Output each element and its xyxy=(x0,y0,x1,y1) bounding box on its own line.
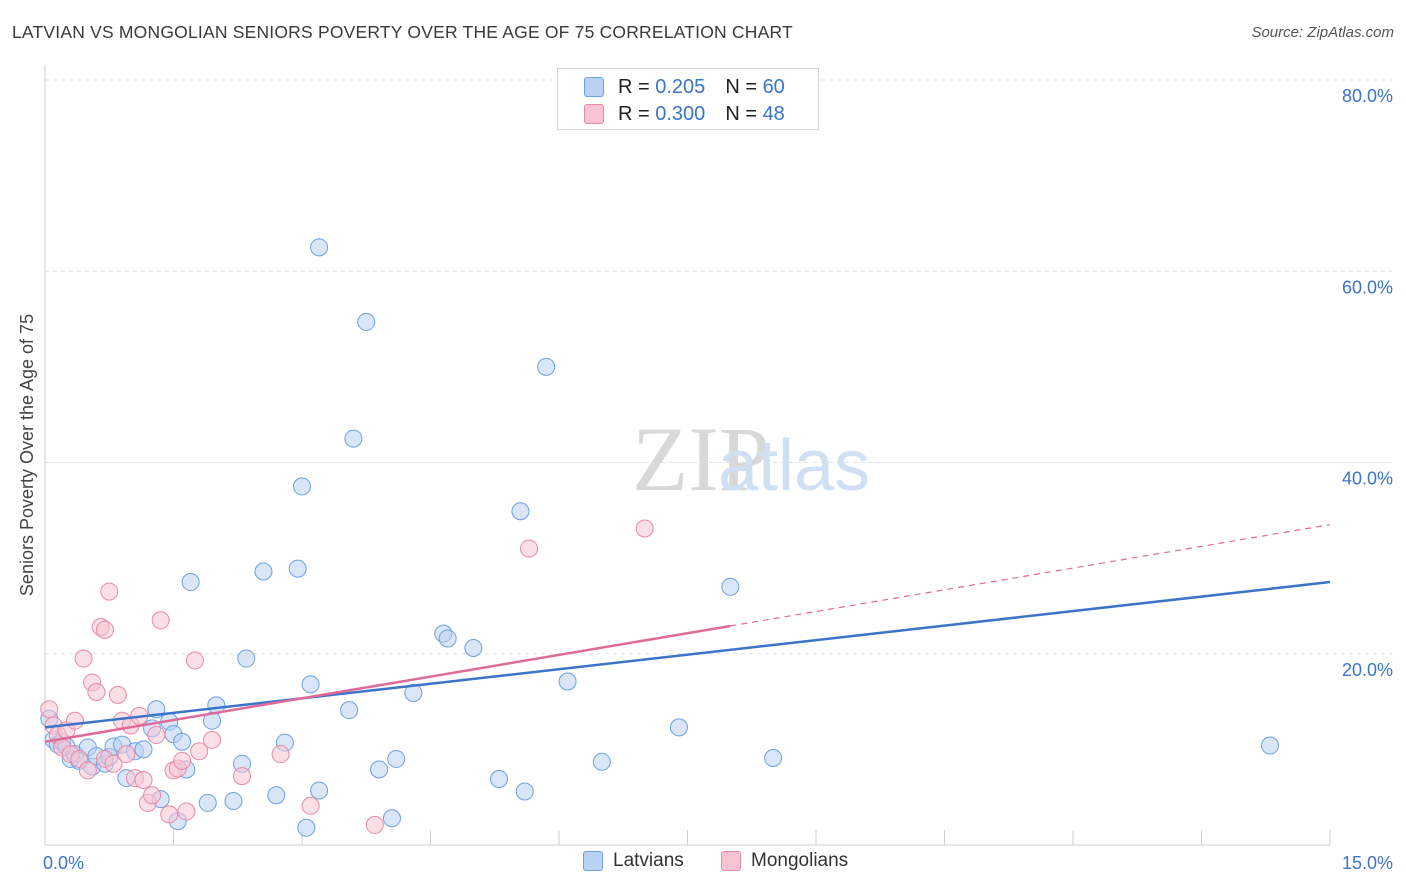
point-latvians xyxy=(490,770,509,789)
y-tick-label: 40.0% xyxy=(1342,469,1393,489)
point-latvians xyxy=(198,793,217,812)
point-mongolians xyxy=(74,649,93,668)
point-latvians xyxy=(721,577,740,596)
watermark: ZIP atlas xyxy=(632,408,870,510)
trend-line-extension-mongolians xyxy=(730,524,1331,627)
bottom-legend-latvians: Latvians xyxy=(583,850,684,872)
point-latvians xyxy=(293,477,311,496)
point-latvians xyxy=(764,748,783,767)
legend-n-label: N = xyxy=(725,102,757,125)
point-mongolians xyxy=(87,683,106,701)
point-mongolians xyxy=(108,685,127,704)
point-mongolians xyxy=(147,726,166,745)
data-points xyxy=(40,238,1280,837)
point-mongolians xyxy=(104,754,123,773)
legend-r-value-mongolians: 0.300 xyxy=(655,102,706,125)
point-latvians xyxy=(301,675,320,694)
point-latvians xyxy=(297,818,316,837)
point-mongolians xyxy=(143,786,162,805)
point-latvians xyxy=(237,649,256,668)
point-latvians xyxy=(404,683,423,702)
y-tick-label: 60.0% xyxy=(1342,277,1393,297)
point-latvians xyxy=(134,740,153,759)
point-mongolians xyxy=(635,519,654,538)
point-latvians xyxy=(224,792,243,811)
point-mongolians xyxy=(134,770,153,789)
bottom-legend-mongolians: Mongolians xyxy=(721,850,848,872)
point-latvians xyxy=(310,238,329,257)
point-mongolians xyxy=(40,700,59,719)
bottom-legend-swatch-latvians xyxy=(583,851,603,871)
point-latvians xyxy=(592,752,611,771)
chart-title: LATVIAN VS MONGOLIAN SENIORS POVERTY OVE… xyxy=(12,22,793,42)
point-mongolians xyxy=(520,539,539,558)
point-latvians xyxy=(288,559,307,578)
point-latvians xyxy=(181,573,200,592)
point-latvians xyxy=(669,718,688,737)
watermark-zip: ZIP xyxy=(632,408,770,510)
point-mongolians xyxy=(160,805,179,824)
point-mongolians xyxy=(100,582,119,601)
x-tick-label: 15.0% xyxy=(1342,853,1393,873)
trend-lines xyxy=(44,524,1331,743)
point-latvians xyxy=(382,809,401,828)
bottom-legend-swatch-mongolians xyxy=(721,851,741,871)
bottom-legend-label-latvians: Latvians xyxy=(613,850,684,871)
point-latvians xyxy=(387,749,406,768)
legend-r-label: R = xyxy=(618,102,650,125)
point-mongolians xyxy=(203,730,222,749)
y-axis-label: Seniors Poverty Over the Age of 75 xyxy=(17,314,37,596)
point-mongolians xyxy=(78,761,97,780)
gridlines xyxy=(45,79,1392,655)
point-latvians xyxy=(537,357,556,376)
y-tick-label: 80.0% xyxy=(1342,86,1393,106)
point-mongolians xyxy=(365,815,384,834)
point-mongolians xyxy=(173,751,192,770)
y-tick-label: 20.0% xyxy=(1342,660,1393,680)
point-mongolians xyxy=(65,711,84,730)
bottom-legend-label-mongolians: Mongolians xyxy=(751,850,849,871)
legend-n-value-latvians: 60 xyxy=(762,75,785,98)
point-mongolians xyxy=(95,620,114,639)
point-latvians xyxy=(340,701,359,720)
point-latvians xyxy=(254,562,273,581)
point-latvians xyxy=(344,429,363,448)
legend-box: R = 0.205 N = 60 R = 0.300 N = 48 xyxy=(557,68,819,130)
point-latvians xyxy=(558,672,577,691)
tick-labels: 20.0% 40.0% 60.0% 80.0% 0.0% 15.0% xyxy=(43,86,1393,873)
point-mongolians xyxy=(233,767,252,786)
legend-row-mongolians: R = 0.300 N = 48 xyxy=(584,101,785,127)
point-latvians xyxy=(173,732,192,751)
chart-source: Source: ZipAtlas.com xyxy=(1251,24,1394,41)
trend-line-latvians xyxy=(44,580,1331,729)
legend-n-value-mongolians: 48 xyxy=(762,102,785,125)
legend-r-label: R = xyxy=(618,75,650,98)
legend-row-latvians: R = 0.205 N = 60 xyxy=(584,74,785,100)
point-mongolians xyxy=(301,796,320,815)
point-latvians xyxy=(310,781,329,800)
x-tick-label: 0.0% xyxy=(43,853,84,873)
point-mongolians xyxy=(151,611,170,630)
legend-swatch-mongolians xyxy=(584,104,604,124)
point-mongolians xyxy=(117,745,136,764)
point-latvians xyxy=(267,786,286,805)
point-mongolians xyxy=(185,651,204,670)
point-latvians xyxy=(1261,736,1280,755)
legend-swatch-latvians xyxy=(584,77,604,97)
point-latvians xyxy=(357,312,376,331)
watermark-atlas: atlas xyxy=(718,426,870,506)
legend-n-label: N = xyxy=(725,75,757,98)
point-latvians xyxy=(370,760,389,779)
point-latvians xyxy=(511,502,530,521)
point-latvians xyxy=(515,782,534,801)
point-mongolians xyxy=(177,802,196,821)
legend-r-value-latvians: 0.205 xyxy=(655,75,706,98)
point-mongolians xyxy=(271,745,290,764)
point-mongolians xyxy=(190,742,209,761)
point-latvians xyxy=(438,629,457,648)
trend-line-mongolians xyxy=(44,624,731,743)
point-latvians xyxy=(464,639,483,658)
